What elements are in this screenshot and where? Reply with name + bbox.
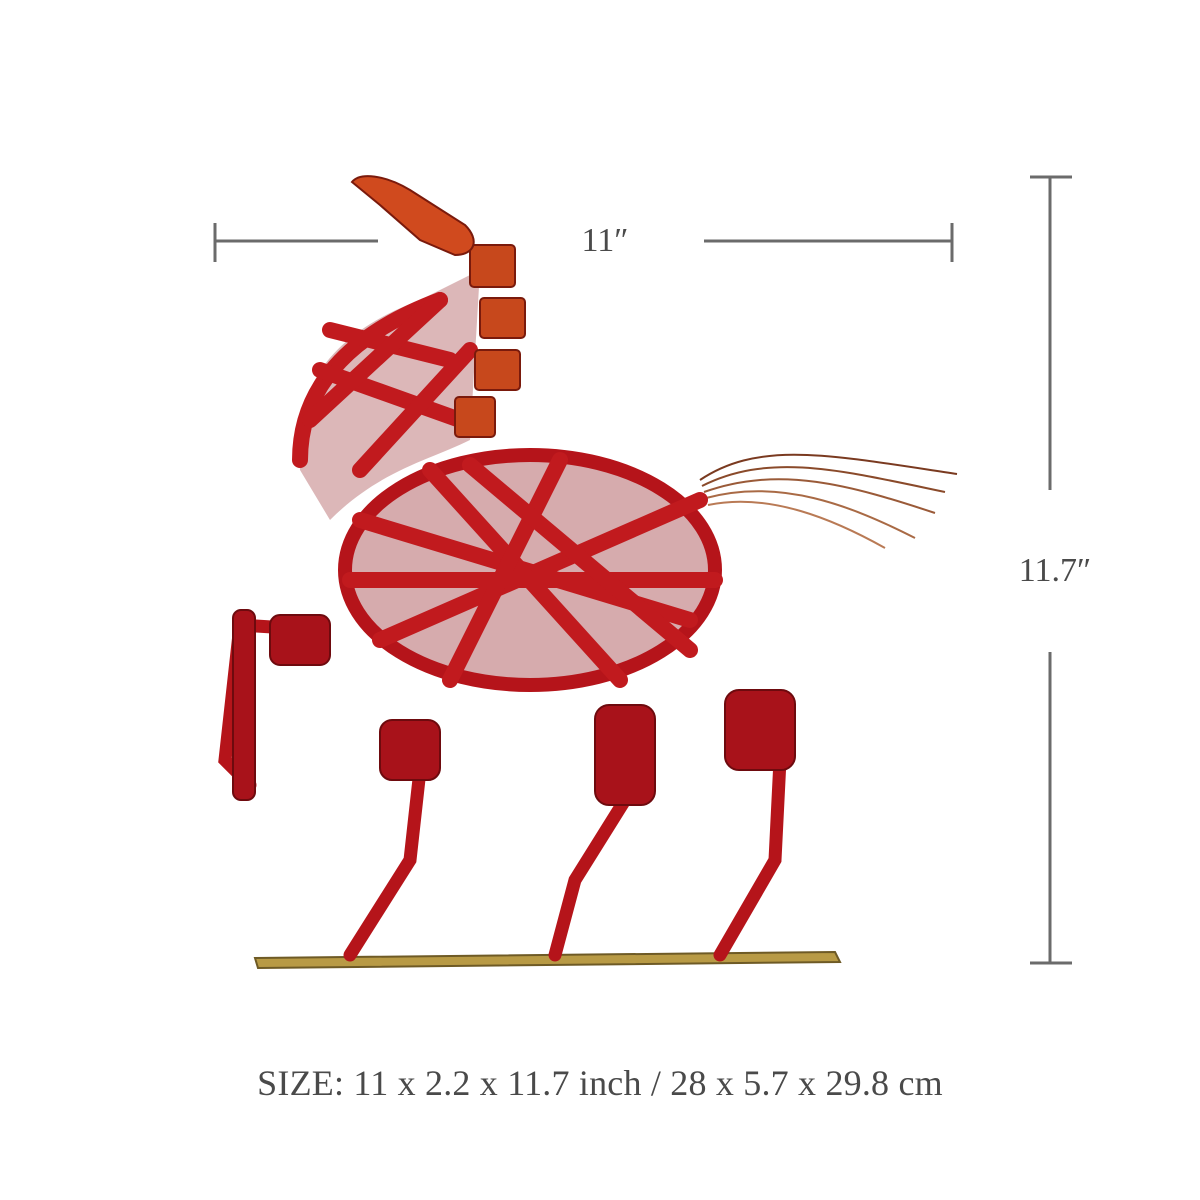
horse-head: [350, 175, 475, 257]
sculpture-base: [253, 950, 842, 970]
height-dimension-line: [1030, 175, 1072, 965]
width-dimension-line: [213, 223, 954, 262]
horse-body: [338, 448, 723, 692]
horse-neck: [292, 270, 480, 520]
height-label: 11.7″: [1018, 552, 1092, 589]
width-label: 11″: [581, 222, 629, 259]
size-caption: SIZE: 11 x 2.2 x 11.7 inch / 28 x 5.7 x …: [257, 1063, 943, 1103]
horse-tail: [699, 453, 958, 549]
horse-mane: [454, 244, 526, 438]
leg-wraps: [232, 609, 796, 806]
